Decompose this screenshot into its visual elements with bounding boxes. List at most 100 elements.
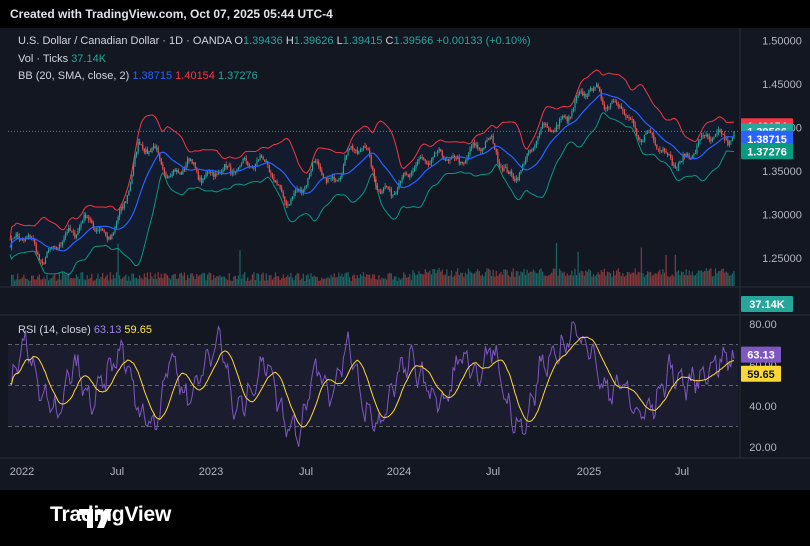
volume-bar: [548, 275, 550, 286]
volume-bar: [509, 276, 511, 286]
volume-bar: [381, 277, 383, 286]
candle-body: [486, 139, 488, 143]
candle-body: [117, 216, 119, 223]
candle-body: [495, 148, 497, 152]
volume-bar: [503, 269, 505, 286]
candle-body: [517, 178, 519, 181]
volume-bar: [620, 276, 622, 286]
volume-bar: [319, 280, 321, 286]
volume-bar: [665, 254, 667, 286]
volume-legend[interactable]: Vol · Ticks 37.14K: [18, 53, 106, 65]
candle-body: [239, 165, 241, 168]
volume-bar: [294, 275, 297, 286]
volume-bar: [623, 276, 625, 286]
volume-bar: [495, 270, 497, 286]
volume-bar: [254, 279, 257, 286]
volume-bar: [214, 277, 216, 286]
volume-bar: [483, 276, 485, 286]
candle-body: [563, 116, 565, 118]
volume-bar: [395, 276, 397, 286]
candle-body: [406, 173, 408, 175]
candle-body: [605, 108, 607, 110]
candle-body: [413, 168, 416, 171]
candle-body: [616, 102, 618, 105]
candle-body: [714, 134, 717, 137]
volume-bar: [293, 280, 295, 286]
volume-bar: [517, 271, 519, 286]
candle-body: [427, 163, 429, 166]
chart-area[interactable]: 1.250001.300001.350001.400001.450001.500…: [0, 28, 810, 490]
candle-body: [430, 159, 433, 164]
volume-bar: [242, 274, 244, 286]
volume-bar: [443, 275, 445, 286]
candle-body: [585, 93, 587, 97]
volume-bar: [210, 273, 212, 286]
volume-bar: [182, 275, 184, 286]
volume-bar: [687, 275, 689, 286]
volume-bar: [342, 276, 345, 286]
candle-body: [49, 247, 51, 250]
candle-body: [577, 94, 579, 98]
candle-body: [537, 136, 539, 141]
volume-bar: [711, 276, 713, 286]
candle-body: [353, 149, 355, 151]
candle-body: [230, 166, 232, 174]
candle-body: [220, 171, 223, 173]
volume-bar: [403, 272, 405, 286]
candle-body: [223, 164, 226, 170]
candle-body: [379, 190, 382, 194]
candle-body: [518, 172, 521, 181]
volume-bar: [236, 279, 238, 286]
volume-bar: [179, 273, 181, 286]
volume-bar: [91, 273, 93, 286]
volume-bar: [29, 280, 31, 286]
candle-body: [139, 141, 141, 145]
volume-bar: [72, 278, 74, 286]
volume-bar: [160, 273, 162, 286]
candle-body: [313, 161, 315, 163]
created-with-text: Created with TradingView.com, Oct 07, 20…: [10, 7, 333, 21]
rsi-legend[interactable]: RSI (14, close) 63.13 59.65: [18, 324, 152, 336]
candle-body: [273, 177, 275, 183]
candle-body: [571, 111, 573, 117]
candle-body: [622, 108, 624, 112]
volume-bar: [83, 279, 85, 286]
volume-bar: [202, 272, 204, 286]
volume-bar: [264, 280, 266, 286]
candle-body: [562, 116, 564, 119]
volume-bar: [399, 279, 402, 286]
bb-legend[interactable]: BB (20, SMA, close, 2) 1.38715 1.40154 1…: [18, 70, 258, 82]
volume-bar: [41, 279, 44, 286]
candle-body: [393, 194, 395, 195]
volume-bar: [200, 274, 203, 286]
candle-body: [119, 211, 121, 217]
volume-bar: [535, 273, 538, 286]
volume-bar: [220, 276, 223, 286]
candle-body: [47, 249, 50, 252]
volume-bar: [716, 272, 718, 286]
symbol-legend[interactable]: U.S. Dollar / Canadian Dollar · 1D · OAN…: [18, 35, 531, 47]
volume-bar: [659, 269, 661, 286]
chart-svg[interactable]: 1.250001.300001.350001.400001.450001.500…: [0, 28, 810, 490]
volume-bar: [699, 270, 701, 286]
volume-bar: [97, 273, 99, 286]
candle-body: [637, 135, 639, 140]
candle-body: [322, 174, 324, 179]
volume-bar: [392, 279, 394, 286]
volume-bar: [163, 273, 165, 286]
candle-body: [460, 161, 462, 164]
volume-bar: [114, 278, 116, 286]
volume-bar: [44, 279, 47, 286]
volume-bar: [74, 278, 76, 286]
top-bar: Created with TradingView.com, Oct 07, 20…: [0, 0, 810, 28]
candle-body: [656, 144, 658, 149]
volume-bar: [98, 278, 101, 286]
candle-body: [665, 151, 667, 153]
candle-body: [256, 160, 258, 165]
volume-bar: [697, 270, 700, 286]
candle-body: [91, 220, 93, 223]
volume-bar: [12, 274, 14, 286]
candle-body: [515, 178, 517, 181]
volume-bar: [146, 272, 148, 286]
candle-body: [558, 119, 561, 127]
